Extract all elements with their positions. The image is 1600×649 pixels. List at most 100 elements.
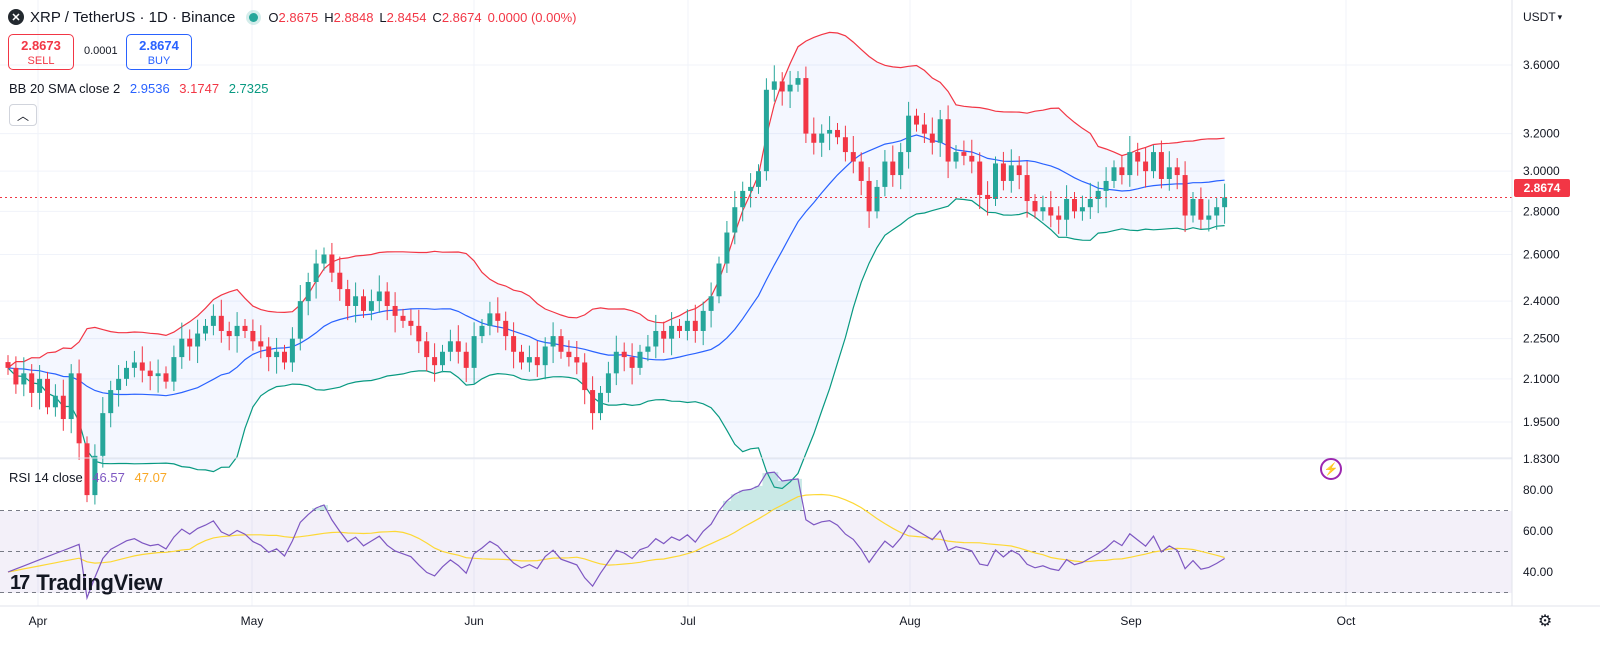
symbol-title[interactable]: XRP / TetherUS · 1D · Binance	[30, 8, 236, 26]
tradingview-wordmark: TradingView	[36, 570, 163, 595]
candle-body	[432, 357, 438, 366]
candle-body	[1127, 152, 1133, 176]
price-axis: 3.6000 3.2000 3.0000 2.8000 2.6000 2.4000 2.25…	[1523, 58, 1560, 466]
candle-body	[605, 373, 611, 393]
candle-body	[155, 373, 161, 377]
candle-body	[732, 207, 738, 233]
rsi-ma-line	[7, 493, 1225, 573]
candle-body	[598, 392, 603, 414]
candle-body	[534, 357, 540, 366]
buy-button[interactable]: 2.8674 BUY	[126, 34, 192, 70]
candle-body	[921, 124, 927, 134]
candle-body	[803, 78, 809, 134]
candle-body	[629, 357, 635, 368]
collapse-legend-button[interactable]: ︿	[9, 104, 37, 126]
candle-body	[1087, 198, 1093, 208]
price-tick-0: 3.6000	[1523, 58, 1560, 72]
candle-body	[234, 325, 240, 337]
price-tick-9: 1.8300	[1523, 452, 1560, 466]
candle-body	[163, 373, 169, 382]
candle-body	[1079, 207, 1085, 212]
candle-body	[321, 254, 327, 264]
tradingview-logo[interactable]: 17 TradingView	[10, 570, 162, 596]
candle-body	[195, 333, 201, 347]
candle-body	[1174, 167, 1180, 176]
candle-body	[763, 89, 769, 172]
candle-body	[13, 367, 19, 385]
candle-body	[937, 119, 943, 143]
candle-body	[447, 341, 453, 352]
candle-body	[1158, 152, 1164, 179]
ohlc-close: C2.8674	[432, 9, 482, 25]
rsi-legend[interactable]: RSI 14 close 46.57 47.07	[9, 470, 173, 485]
candle-body	[850, 152, 856, 162]
candle-body	[637, 351, 643, 368]
rsi-tick-0: 80.00	[1523, 483, 1553, 497]
candle-body	[1222, 197, 1228, 208]
price-tick-2: 3.0000	[1523, 164, 1560, 178]
candle-body	[858, 161, 864, 181]
candle-body	[282, 351, 287, 363]
time-tick-5: Sep	[1120, 614, 1142, 628]
candle-body	[5, 362, 11, 368]
price-tick-5: 2.4000	[1523, 294, 1560, 308]
gear-icon[interactable]: ⚙	[1537, 613, 1553, 630]
candle-body	[811, 133, 817, 143]
candle-body	[898, 152, 904, 176]
market-open-icon	[249, 12, 259, 22]
chevron-down-icon: ▾	[1557, 11, 1563, 22]
chevron-up-icon: ︿	[16, 108, 29, 123]
candle-body	[771, 81, 777, 90]
price-tick-8: 1.9500	[1523, 415, 1560, 429]
candle-body	[945, 119, 951, 162]
candle-body	[250, 330, 256, 342]
price-tick-1: 3.2000	[1523, 127, 1560, 141]
rsi-ma-value: 47.07	[134, 470, 168, 485]
candle-body	[1111, 167, 1117, 181]
rsi-overbought-fill	[312, 472, 802, 511]
candle-body	[392, 305, 398, 316]
candle-body	[361, 296, 366, 311]
candle-body	[1016, 165, 1022, 176]
candle-body	[400, 315, 406, 321]
candle-body	[779, 81, 785, 92]
time-tick-2: Jun	[464, 614, 483, 628]
candle-body	[1103, 180, 1109, 191]
candle-body	[52, 395, 58, 408]
candle-body	[463, 351, 469, 368]
candle-body	[171, 357, 177, 382]
candle-body	[1008, 165, 1014, 181]
candle-body	[274, 351, 280, 358]
bb-basis-value: 2.9536	[129, 81, 170, 96]
candle-body	[258, 341, 264, 347]
rsi-tick-2: 40.00	[1523, 565, 1553, 579]
currency-unit-select[interactable]: USDT ▾	[1517, 6, 1589, 28]
candle-body	[487, 313, 493, 326]
chart-header: ✕ XRP / TetherUS · 1D · Binance O2.8675 …	[8, 6, 582, 28]
lightning-icon[interactable]: ⚡	[1320, 458, 1342, 480]
candle-body	[590, 390, 596, 414]
ohlc-high: H2.8848	[324, 9, 374, 25]
candle-body	[353, 296, 359, 306]
candle-body	[906, 115, 912, 153]
time-tick-1: May	[241, 614, 264, 628]
candle-body	[503, 320, 509, 337]
candle-body	[961, 152, 967, 156]
candle-body	[139, 362, 145, 371]
candle-body	[29, 373, 35, 393]
candle-body	[424, 341, 430, 358]
candle-body	[1182, 175, 1188, 216]
candle-body	[748, 186, 754, 191]
current-price-label: 2.8674	[1514, 179, 1570, 197]
candle-body	[993, 163, 998, 199]
spread-value: 0.0001	[84, 45, 118, 57]
candle-body	[1000, 163, 1006, 181]
sell-button[interactable]: 2.8673 SELL	[8, 34, 74, 70]
xrp-logo-icon: ✕	[8, 9, 24, 25]
candle-body	[740, 190, 746, 208]
candle-body	[716, 263, 722, 297]
candle-body	[84, 443, 90, 496]
bb-legend[interactable]: BB 20 SMA close 2 2.9536 3.1747 2.7325	[9, 81, 274, 96]
candle-body	[1135, 152, 1141, 162]
